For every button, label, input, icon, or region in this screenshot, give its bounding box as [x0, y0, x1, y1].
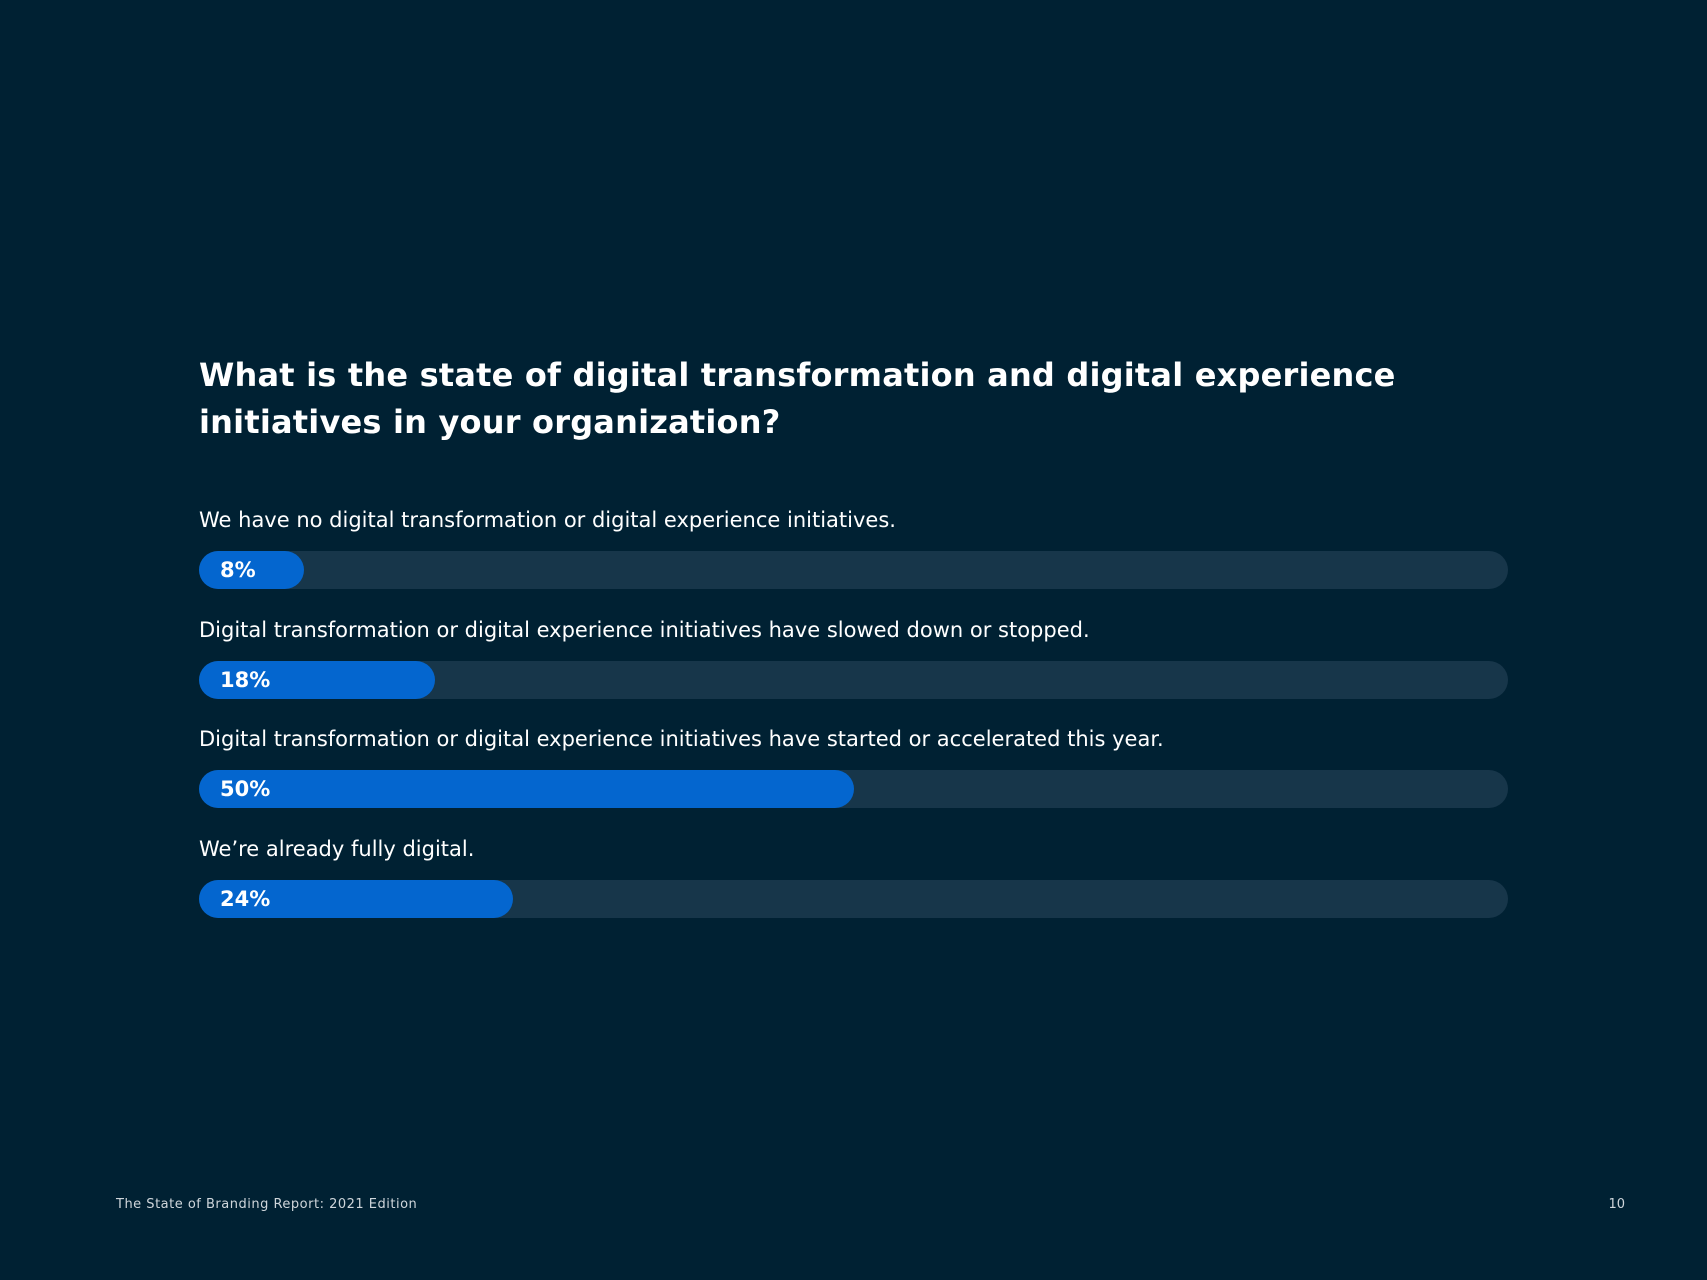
bar: 18%	[199, 660, 435, 699]
report-title: The State of Branding Report: 2021 Editi…	[116, 1197, 418, 1212]
bar-track: 24%	[199, 879, 1508, 918]
bar: 8%	[199, 551, 304, 589]
bar: 50%	[199, 770, 854, 808]
bar: 24%	[199, 879, 514, 918]
value-label: 50%	[220, 777, 271, 801]
category-label: Digital transformation or digital experi…	[199, 617, 1090, 642]
bar-track: 50%	[199, 770, 1508, 808]
category-label: Digital transformation or digital experi…	[199, 727, 1164, 751]
value-label: 24%	[220, 886, 271, 911]
category-label: We have no digital transformation or dig…	[199, 508, 896, 532]
value-label: 8%	[220, 558, 256, 582]
bar-track: 18%	[199, 660, 1508, 699]
value-label: 18%	[220, 667, 271, 692]
category-label: We’re already fully digital.	[199, 836, 475, 861]
bar-track: 8%	[199, 551, 1508, 589]
chart-title: What is the state of digital transformat…	[199, 356, 1396, 441]
page-number: 10	[1608, 1197, 1625, 1212]
